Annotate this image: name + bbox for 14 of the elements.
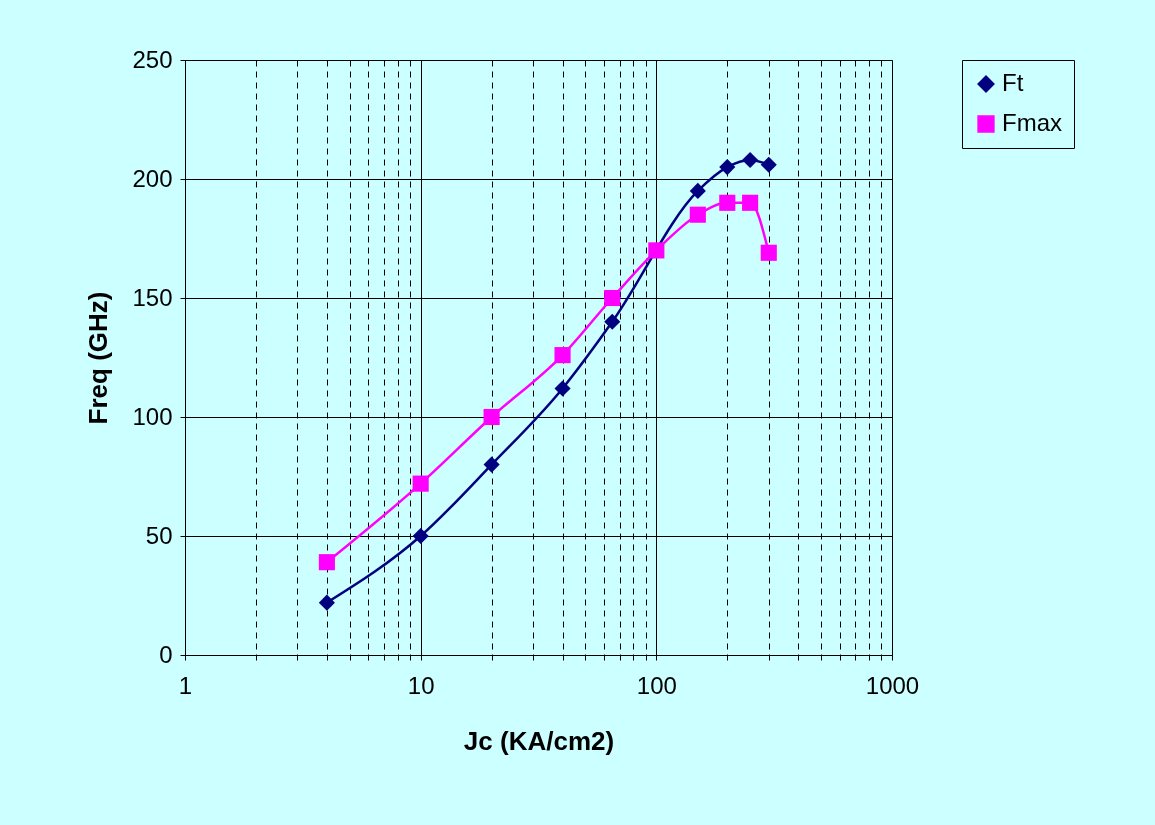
- x-tick-label: 1: [178, 671, 193, 699]
- x-axis-title: Jc (KA/cm2): [463, 725, 615, 756]
- y-tick-label: 50: [145, 521, 173, 549]
- y-tick-label: 200: [132, 164, 173, 192]
- x-tick-label: 10: [407, 671, 435, 699]
- y-tick-label: 150: [132, 283, 173, 311]
- legend-label: Ft: [1002, 69, 1024, 96]
- x-tick-label: 1000: [865, 671, 920, 699]
- y-tick-label: 0: [159, 640, 173, 668]
- y-tick-label: 100: [132, 402, 173, 430]
- y-axis-title: Freq (GHz): [83, 291, 114, 425]
- legend-label: Fmax: [1002, 109, 1062, 136]
- x-tick-label: 100: [636, 671, 677, 699]
- y-tick-label: 250: [132, 45, 173, 73]
